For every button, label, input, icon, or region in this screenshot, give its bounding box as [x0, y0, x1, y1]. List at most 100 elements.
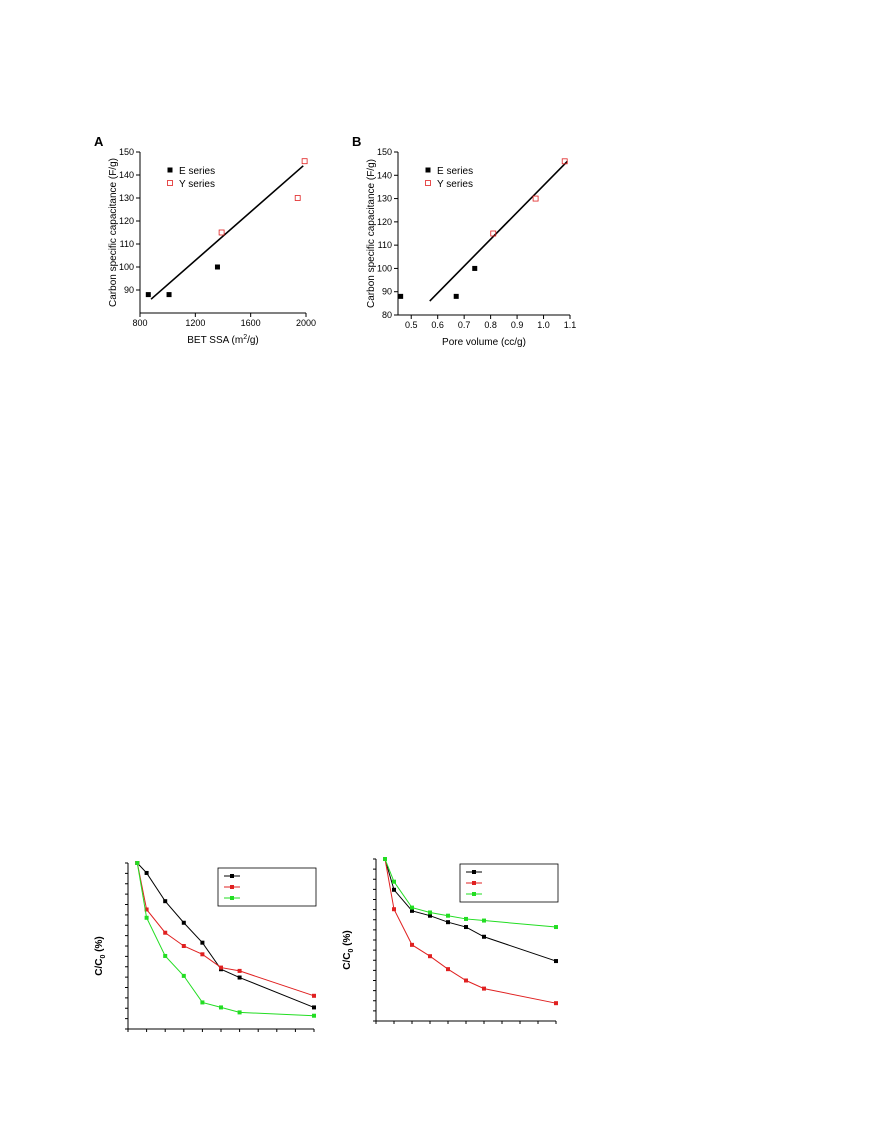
legend-marker [472, 870, 476, 874]
data-point [218, 229, 225, 236]
chart-b: B 0.5 0.6 0.7 0.8 0.9 1.0 1.1 80 90 100 110 120 130 14… [352, 134, 576, 348]
y-tick-label: 110 [378, 240, 392, 250]
y-tick-label: 140 [119, 170, 134, 180]
y-tick-label: 150 [119, 147, 134, 157]
x-tick-label: 1600 [241, 318, 261, 328]
y-tick-label: 130 [377, 194, 392, 204]
x-axis-label-tail: /g) [247, 335, 259, 346]
y-tick-label: 110 [120, 239, 134, 249]
data-point [464, 978, 468, 983]
legend-marker [230, 896, 234, 900]
x-axis-label: BET SSA (m2/g) [187, 334, 259, 346]
x-axis-label-sup: 2 [243, 334, 247, 341]
fit-line [429, 160, 568, 302]
data-point [312, 993, 316, 998]
y-axis-label: Carbon specific capacitance (F/g) [366, 159, 377, 308]
legend-marker [230, 885, 234, 889]
y-tick-label: 100 [377, 263, 392, 273]
panel-label: A [94, 134, 104, 149]
y-axis-label-sub: 0 [100, 955, 107, 959]
y-axis-label-main: C/C [342, 953, 353, 970]
data-point [410, 942, 414, 947]
y-tick-label: 120 [119, 216, 134, 226]
data-point [410, 905, 414, 910]
x-tick-label: 0.7 [458, 320, 471, 330]
data-point [181, 920, 186, 925]
data-point [144, 907, 149, 912]
x-tick-label: 0.5 [405, 320, 418, 330]
data-point [554, 925, 558, 930]
data-point [482, 918, 486, 923]
series-line [384, 858, 557, 928]
chart-d: C/C0 (%) [342, 857, 559, 1024]
data-point [428, 954, 432, 959]
legend-marker [230, 874, 234, 878]
data-point [200, 952, 205, 957]
legend-marker [425, 180, 431, 186]
data-point [181, 944, 186, 948]
x-axis-label: Pore volume (cc/g) [442, 337, 526, 348]
x-tick-label: 2000 [296, 318, 316, 328]
data-point [532, 195, 539, 202]
legend-marker [167, 180, 173, 186]
data-point [200, 1000, 205, 1005]
data-point [554, 1001, 558, 1006]
legend-marker [472, 881, 476, 885]
panel-label: B [352, 134, 361, 149]
data-point [294, 195, 301, 201]
data-point [145, 292, 151, 298]
x-tick-label: 1200 [185, 318, 205, 328]
data-point [219, 1005, 223, 1010]
data-point [410, 908, 414, 913]
data-point [490, 230, 497, 237]
data-point [237, 1010, 242, 1015]
x-tick-label: 0.6 [431, 320, 444, 330]
x-tick-label: 800 [132, 318, 147, 328]
y-axis-label: C/C0 (%) [342, 930, 355, 969]
legend-marker [472, 892, 476, 896]
data-point [482, 934, 486, 939]
legend-label: Y series [437, 179, 473, 190]
y-tick-label: 90 [124, 285, 134, 295]
data-point [144, 915, 149, 920]
data-point [163, 930, 168, 935]
legend-marker [425, 167, 431, 173]
y-axis-label-sub: 0 [348, 949, 355, 953]
x-tick-label: 0.8 [484, 320, 497, 330]
data-point [163, 899, 168, 904]
chart-a: A 800 1200 1600 2000 90 100 110 120 130 140 150 BET … [94, 134, 316, 346]
data-point [464, 925, 468, 930]
y-axis-label: Carbon specific capacitance (F/g) [108, 158, 119, 307]
series-line [384, 858, 557, 962]
x-tick-label: 1.0 [537, 320, 550, 330]
data-point [144, 870, 149, 875]
data-point [446, 913, 450, 918]
series-line [136, 862, 315, 1008]
data-point [428, 910, 432, 915]
x-tick-label: 1.1 [564, 320, 577, 330]
data-point [214, 264, 220, 270]
data-point [163, 953, 168, 958]
y-axis-label-main: C/C [94, 959, 105, 976]
data-point [181, 973, 186, 978]
data-point [428, 913, 432, 918]
data-point [383, 857, 387, 861]
data-point [398, 293, 404, 299]
legend-marker [167, 167, 173, 173]
data-point [237, 975, 242, 980]
data-point [464, 916, 468, 921]
data-point [392, 879, 396, 884]
data-point [392, 887, 396, 892]
series-line [136, 862, 315, 1017]
chart-c: C/C0 (%) [94, 861, 317, 1032]
data-point [472, 265, 478, 271]
data-point [301, 158, 308, 165]
data-point [135, 861, 140, 865]
data-point [554, 959, 558, 964]
legend-label: E series [179, 166, 215, 177]
y-axis-label-tail: (%) [342, 930, 353, 948]
data-point [453, 293, 459, 299]
y-tick-label: 80 [382, 310, 392, 320]
y-tick-label: 100 [119, 262, 134, 272]
